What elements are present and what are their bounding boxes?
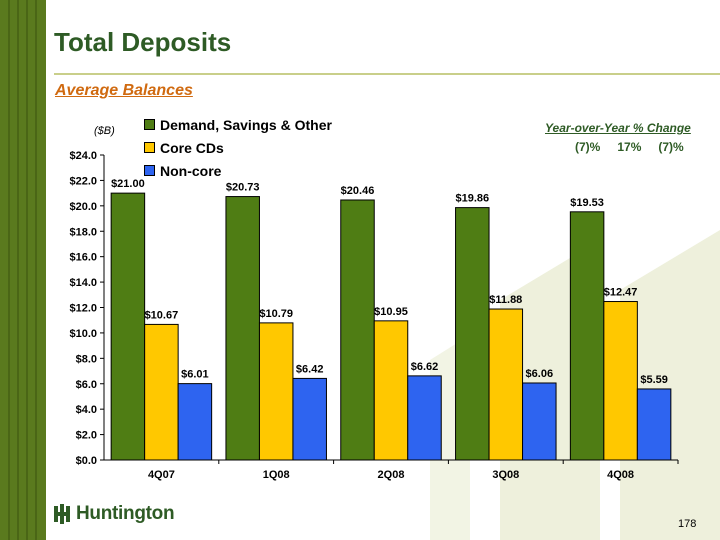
legend-item-demand: Demand, Savings & Other xyxy=(144,113,332,136)
bar-non-core-4q08 xyxy=(636,388,672,461)
title-divider xyxy=(54,73,720,75)
yoy-value-core-cds: 17% xyxy=(617,140,642,154)
company-logo: Huntington xyxy=(54,503,175,525)
y-tick-label: $14.0 xyxy=(69,277,97,289)
decorative-side-bar xyxy=(0,0,46,540)
page-number: 178 xyxy=(678,518,697,530)
legend-swatch-demand xyxy=(144,119,155,130)
legend-label-non-core: Non-core xyxy=(160,162,222,179)
y-tick-label: $22.0 xyxy=(69,175,97,187)
bar-core-cds-2q08 xyxy=(373,320,409,461)
bar-non-core-2q08 xyxy=(407,375,442,461)
legend-item-non-core: Non-core xyxy=(144,159,332,182)
data-label-non-core-1q08: $6.42 xyxy=(296,363,324,375)
bar-core-cds-4q07 xyxy=(144,323,179,461)
data-label-demand-savings-other-1q08: $20.73 xyxy=(226,182,260,194)
yoy-values: (7)% 17% (7)% xyxy=(575,140,684,154)
legend-swatch-core-cds xyxy=(144,142,155,153)
y-tick-label: $6.0 xyxy=(76,379,97,391)
bar-core-cds-4q08 xyxy=(603,301,638,461)
x-tick-label-4q07: 4Q07 xyxy=(148,469,175,481)
data-label-core-cds-3q08: $11.88 xyxy=(489,294,522,306)
data-label-non-core-4q08: $5.59 xyxy=(640,374,668,386)
yoy-value-demand: (7)% xyxy=(575,140,601,154)
x-tick-label-4q08: 4Q08 xyxy=(607,469,634,481)
data-label-non-core-4q07: $6.01 xyxy=(181,369,209,381)
x-tick-label-3q08: 3Q08 xyxy=(492,469,519,481)
bar-demand-savings-other-4q07 xyxy=(110,192,146,461)
y-tick-label: $8.0 xyxy=(76,353,97,365)
data-label-demand-savings-other-4q08: $19.53 xyxy=(570,197,604,209)
data-label-core-cds-1q08: $10.79 xyxy=(259,308,293,320)
bar-demand-savings-other-2q08 xyxy=(340,199,375,461)
y-tick-label: $0.0 xyxy=(76,455,97,467)
y-tick-label: $16.0 xyxy=(69,252,97,264)
data-label-demand-savings-other-4q07: $21.00 xyxy=(111,178,145,190)
data-label-demand-savings-other-3q08: $19.86 xyxy=(455,193,489,205)
logo-text: Huntington xyxy=(76,503,175,524)
bar-non-core-1q08 xyxy=(292,377,327,461)
data-label-non-core-2q08: $6.62 xyxy=(411,361,439,373)
yoy-value-non-core: (7)% xyxy=(658,140,684,154)
legend-item-core-cds: Core CDs xyxy=(144,136,332,159)
bar-non-core-4q07 xyxy=(177,383,213,461)
y-tick-label: $24.0 xyxy=(69,150,97,162)
y-tick-label: $20.0 xyxy=(69,201,97,213)
y-tick-label: $2.0 xyxy=(76,430,97,442)
x-tick-label-1q08: 1Q08 xyxy=(263,469,290,481)
bar-demand-savings-other-4q08 xyxy=(569,211,605,461)
data-label-core-cds-2q08: $10.95 xyxy=(374,306,408,318)
data-label-core-cds-4q07: $10.67 xyxy=(145,309,179,321)
legend-swatch-non-core xyxy=(144,165,155,176)
y-tick-label: $18.0 xyxy=(69,226,97,238)
yoy-title: Year-over-Year % Change xyxy=(545,121,691,135)
y-tick-label: $12.0 xyxy=(69,303,97,315)
unit-label: ($B) xyxy=(94,125,115,137)
data-label-core-cds-4q08: $12.47 xyxy=(604,287,638,299)
legend-label-core-cds: Core CDs xyxy=(160,139,224,156)
subtitle: Average Balances xyxy=(55,82,193,99)
data-label-demand-savings-other-2q08: $20.46 xyxy=(341,185,375,197)
page-title: Total Deposits xyxy=(54,27,232,57)
bar-core-cds-1q08 xyxy=(258,322,294,461)
legend-label-demand: Demand, Savings & Other xyxy=(160,116,332,133)
bar-non-core-3q08 xyxy=(522,382,557,461)
huntington-logo-icon xyxy=(54,504,70,524)
bar-demand-savings-other-3q08 xyxy=(455,207,490,461)
y-tick-label: $10.0 xyxy=(69,328,97,340)
bar-core-cds-3q08 xyxy=(488,308,524,461)
x-tick-label-2q08: 2Q08 xyxy=(378,469,405,481)
data-label-non-core-3q08: $6.06 xyxy=(526,368,554,380)
y-tick-label: $4.0 xyxy=(76,404,97,416)
bar-demand-savings-other-1q08 xyxy=(225,196,260,461)
chart-legend: Demand, Savings & Other Core CDs Non-cor… xyxy=(144,113,332,182)
